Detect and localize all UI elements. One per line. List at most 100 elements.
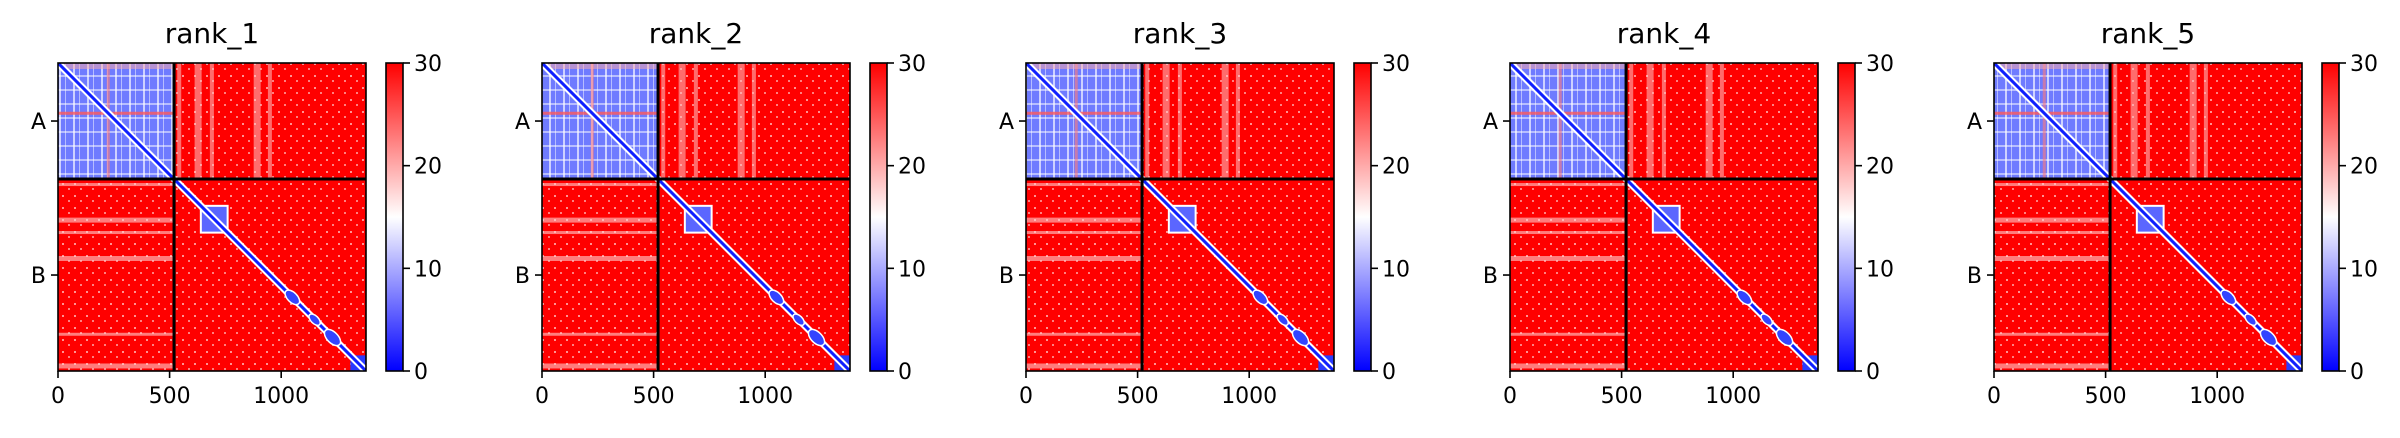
inter-chain-streak [58, 183, 175, 187]
chain-a-edge [1026, 63, 1143, 69]
inter-chain-streak [751, 63, 756, 180]
colorbar-tick-label: 20 [1866, 155, 1894, 180]
diagonal-blob [1291, 328, 1310, 347]
inter-chain-streak [1026, 183, 1143, 187]
inter-chain-streak [1510, 217, 1627, 223]
inter-chain-streak [1221, 63, 1229, 180]
diagonal-blob [308, 313, 322, 327]
inter-chain-streak [1510, 183, 1627, 187]
chain-a-band [1510, 111, 1627, 115]
inter-chain-streak [1026, 363, 1143, 369]
inter-chain-streak [542, 231, 659, 235]
inter-chain-streak [1719, 63, 1724, 180]
colorbar [1354, 63, 1371, 371]
y-tick-label: A [515, 110, 530, 135]
inter-chain-streak [1177, 63, 1182, 180]
x-tick-label: 0 [51, 384, 65, 409]
diagonal-blob [1252, 289, 1269, 306]
panel-title: rank_3 [1133, 17, 1227, 50]
inter-chain-streak [1994, 217, 2111, 223]
inter-chain-streak [661, 63, 666, 180]
colorbar-tick-label: 20 [2350, 155, 2378, 180]
y-tick-label: A [1483, 110, 1498, 135]
y-tick-label: B [31, 264, 46, 289]
diagonal-blob [768, 289, 785, 306]
pae-panel-5: rank_5 0 500 1000 A B 0 10 20 30 [1967, 17, 2378, 409]
colorbar-tick-label: 20 [414, 155, 442, 180]
plot-frame [57, 62, 367, 372]
inter-chain-streak [2189, 63, 2197, 180]
y-tick-label: A [1967, 110, 1982, 135]
diagonal-blob [2220, 289, 2237, 306]
pae-panel-3: rank_3 0 500 1000 A B 0 10 20 30 [999, 17, 1410, 409]
colorbar [870, 63, 887, 371]
inter-chain-streak [194, 63, 202, 180]
colorbar-tick-label: 10 [1382, 257, 1410, 282]
inter-chain-streak [1026, 217, 1143, 223]
chain-a-edge [1510, 63, 1627, 69]
colorbar [386, 63, 403, 371]
inter-chain-streak [1994, 231, 2111, 235]
inter-chain-streak [1994, 255, 2111, 261]
x-tick-label: 500 [1601, 384, 1643, 409]
pae-panel-4: rank_4 0 500 1000 A B 0 10 20 30 [1483, 17, 1894, 409]
chain-a-band [58, 111, 175, 115]
chain-a-edge [542, 63, 659, 69]
diagonal-blob [1736, 289, 1753, 306]
inter-chain-streak [58, 231, 175, 235]
inter-chain-streak [542, 255, 659, 261]
inter-chain-streak [1629, 63, 1634, 180]
x-tick-label: 1000 [1221, 384, 1277, 409]
colorbar-tick-label: 0 [414, 360, 428, 385]
colorbar-tick-label: 30 [1866, 52, 1894, 77]
inter-chain-streak [678, 63, 686, 180]
chain-a-band [2042, 63, 2046, 180]
inter-chain-streak [1162, 63, 1170, 180]
chain-a-band [106, 63, 110, 180]
y-tick-label: B [1483, 264, 1498, 289]
inter-chain-streak [1646, 63, 1654, 180]
x-tick-label: 0 [1019, 384, 1033, 409]
plot-frame [1025, 62, 1335, 372]
inter-chain-streak [1026, 332, 1143, 336]
colorbar-frame [869, 62, 888, 372]
diagonal-blob [807, 328, 826, 347]
inter-chain-streak [1994, 332, 2111, 336]
inter-chain-streak [253, 63, 261, 180]
inter-chain-streak [177, 63, 182, 180]
inter-chain-streak [58, 363, 175, 369]
colorbar-tick-label: 30 [898, 52, 926, 77]
inter-chain-streak [1510, 332, 1627, 336]
plot-frame [1509, 62, 1819, 372]
inter-chain-streak [1705, 63, 1713, 180]
x-tick-label: 1000 [737, 384, 793, 409]
chain-a-band [1026, 111, 1143, 115]
y-tick-label: A [31, 110, 46, 135]
colorbar-tick-label: 30 [414, 52, 442, 77]
diagonal-blob [284, 289, 301, 306]
panel-title: rank_4 [1617, 17, 1711, 50]
diagonal-blob [323, 328, 342, 347]
inter-chain-streak [542, 363, 659, 369]
inter-chain-streak [58, 332, 175, 336]
y-tick-label: A [999, 110, 1014, 135]
plot-frame [541, 62, 851, 372]
x-tick-label: 1000 [2189, 384, 2245, 409]
chain-a-band [590, 63, 594, 180]
y-tick-label: B [1967, 264, 1982, 289]
inter-chain-streak [1661, 63, 1666, 180]
x-tick-label: 500 [2085, 384, 2127, 409]
heatmap [542, 63, 850, 371]
plot-frame [1993, 62, 2303, 372]
diagonal-blob [2244, 313, 2258, 327]
inter-chain-streak [267, 63, 272, 180]
colorbar-frame [1353, 62, 1372, 372]
colorbar-frame [385, 62, 404, 372]
heatmap [58, 63, 366, 371]
chain-a-band [542, 111, 659, 115]
colorbar-tick-label: 0 [898, 360, 912, 385]
inter-chain-streak [542, 183, 659, 187]
colorbar-tick-label: 10 [898, 257, 926, 282]
panel-title: rank_1 [165, 17, 259, 50]
